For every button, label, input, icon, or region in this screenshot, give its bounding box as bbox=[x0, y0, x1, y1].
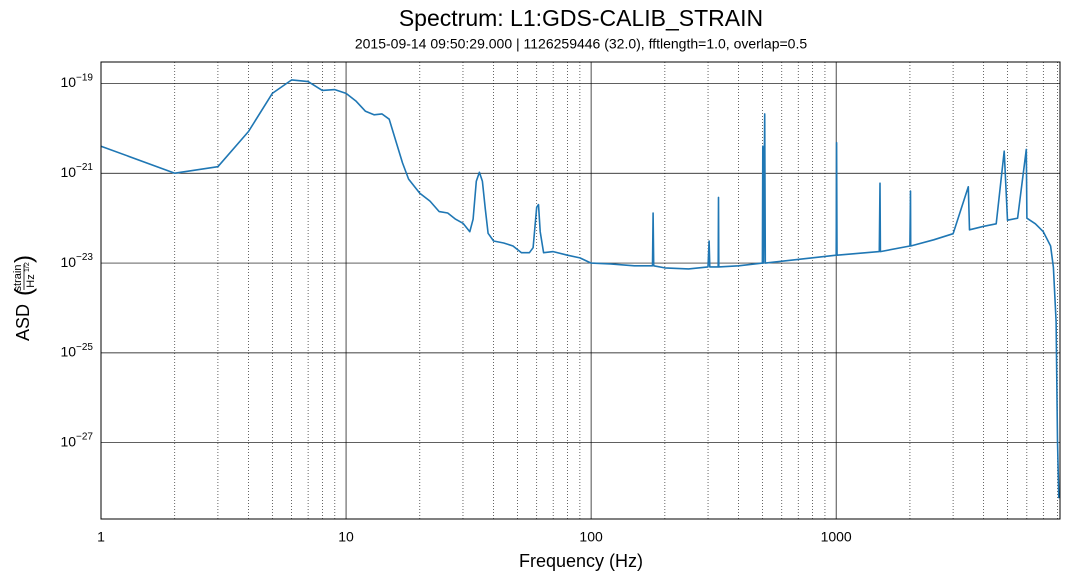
y-tick-label: 10−19 bbox=[60, 72, 93, 90]
plot-frame bbox=[100, 61, 1061, 520]
x-axis-label: Frequency (Hz) bbox=[519, 551, 643, 571]
x-tick-label: 1000 bbox=[821, 529, 852, 545]
y-axis-label: ASD ( strain Hz 1/2 ) bbox=[10, 255, 37, 341]
spectrum-line bbox=[100, 79, 1060, 499]
paren: ( bbox=[10, 288, 37, 296]
y-tick-label: 10−25 bbox=[60, 342, 93, 360]
y-axis-unit-numerator: strain bbox=[12, 265, 24, 292]
chart-subtitle: 2015-09-14 09:50:29.000 | 1126259446 (32… bbox=[355, 36, 807, 52]
y-axis-unit-denominator: Hz bbox=[25, 274, 37, 287]
chart-title: Spectrum: L1:GDS-CALIB_STRAIN bbox=[399, 5, 763, 31]
y-tick-label: 10−27 bbox=[60, 431, 93, 449]
x-tick-label: 1 bbox=[97, 529, 105, 545]
y-tick-label: 10−23 bbox=[60, 252, 93, 270]
y-tick-label: 10−21 bbox=[60, 162, 93, 180]
x-tick-label: 10 bbox=[338, 529, 354, 545]
y-axis-label-text: ASD bbox=[13, 304, 33, 341]
x-tick-label: 100 bbox=[579, 529, 603, 545]
y-axis-unit-exponent: 1/2 bbox=[24, 262, 31, 272]
paren: ) bbox=[10, 255, 37, 263]
